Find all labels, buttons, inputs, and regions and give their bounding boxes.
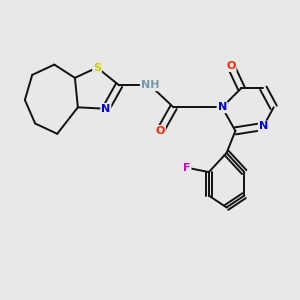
Text: S: S (93, 63, 101, 73)
Text: F: F (183, 163, 190, 173)
Text: N: N (259, 122, 268, 131)
Text: NH: NH (141, 80, 159, 90)
Text: O: O (156, 126, 165, 136)
Text: O: O (226, 61, 236, 71)
Text: N: N (218, 102, 227, 112)
Text: N: N (101, 104, 110, 114)
